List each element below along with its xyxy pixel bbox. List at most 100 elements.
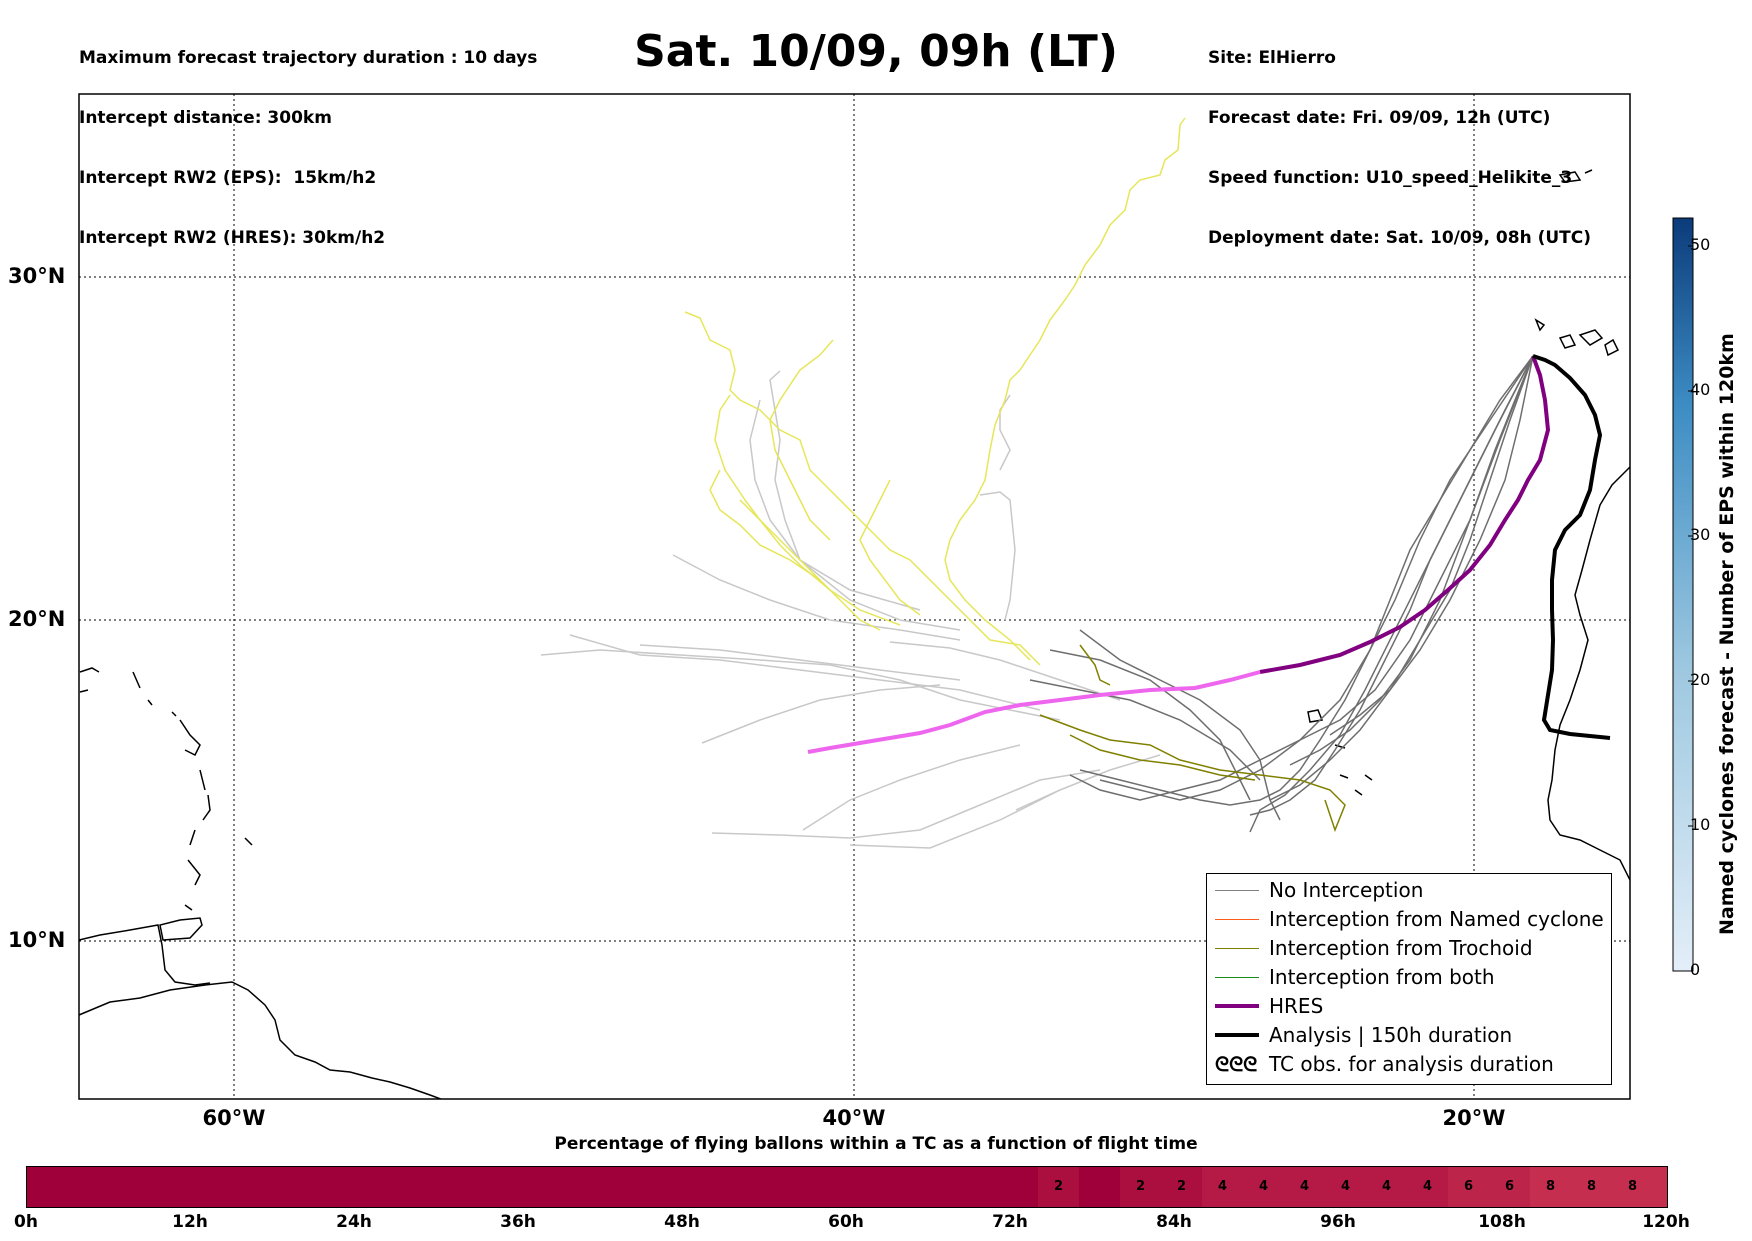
- trajectory: [701, 684, 941, 744]
- header-line: Deployment date: Sat. 10/09, 08h (UTC): [1208, 228, 1592, 248]
- map-title: Sat. 10/09, 09h (LT): [634, 26, 1118, 77]
- colorbar: [1672, 217, 1694, 972]
- header-line: Speed function: U10_speed_Helikite_3: [1208, 168, 1573, 188]
- header-line: Maximum forecast trajectory duration : 1…: [79, 48, 538, 68]
- colorbar-tick-label: 40: [1690, 380, 1711, 399]
- legend-label: Analysis | 150h duration: [1269, 1023, 1513, 1047]
- ratio-cell: 2: [1120, 1167, 1161, 1207]
- trochoid-interception-trajectories: [1039, 644, 1346, 833]
- trajectory: [802, 744, 1021, 831]
- trajectory: [672, 554, 961, 641]
- south-america-coast: [79, 981, 443, 1099]
- legend-label: No Interception: [1269, 878, 1424, 902]
- trajectory: [1079, 355, 1534, 806]
- trajectory: [769, 370, 961, 631]
- analysis-trajectory: [1532, 354, 1611, 740]
- trajectory: [1079, 629, 1281, 821]
- tc-symbol-icon: ᘓᘓᘓ: [1215, 1052, 1258, 1076]
- legend-label: TC obs. for analysis duration: [1269, 1052, 1554, 1076]
- trajectory: [639, 644, 961, 681]
- legend-item-hres: HRES: [1207, 992, 1611, 1021]
- header-line: Intercept distance: 300km: [79, 108, 332, 128]
- header-right: Site: ElHierro Forecast date: Fri. 09/09…: [1208, 8, 1591, 268]
- ratio-cell: 6: [1489, 1167, 1530, 1207]
- header-line: Intercept RW2 (HRES): 30km/h2: [79, 228, 386, 248]
- header-line: Site: ElHierro: [1208, 48, 1336, 68]
- trajectory: [849, 789, 1061, 849]
- ratio-cell: 4: [1284, 1167, 1325, 1207]
- y-axis-label-30n: 30°N: [8, 264, 66, 288]
- ratio-tick-label: 84h: [1156, 1212, 1192, 1232]
- header-left: Maximum forecast trajectory duration : 1…: [79, 8, 537, 268]
- ratio-tick-label: 120h: [1642, 1212, 1690, 1232]
- ratio-cell: 4: [1407, 1167, 1448, 1207]
- trajectory: [1249, 355, 1534, 833]
- trajectory: [714, 394, 881, 631]
- ratio-tick-label: 24h: [336, 1212, 372, 1232]
- trajectory: [709, 469, 821, 581]
- legend-swatch: [1215, 948, 1259, 949]
- trajectory: [1079, 644, 1111, 686]
- ratio-tick-label: 60h: [828, 1212, 864, 1232]
- trajectory: [1069, 734, 1256, 781]
- legend: No Interception Interception from Named …: [1206, 873, 1612, 1085]
- ratio-cell: 6: [1448, 1167, 1489, 1207]
- light-grey-trajectories: [540, 370, 1161, 849]
- dark-grey-trajectories: [1029, 355, 1534, 833]
- ratio-tick-label: 72h: [992, 1212, 1028, 1232]
- colorbar-tick-label: 30: [1690, 525, 1711, 544]
- yellow-trajectories: [684, 117, 1186, 666]
- ratio-tick-label: 96h: [1320, 1212, 1356, 1232]
- trinidad: [159, 917, 203, 941]
- legend-item-tc-obs: ᘓᘓᘓ TC obs. for analysis duration: [1207, 1050, 1611, 1079]
- trajectory: [1039, 714, 1346, 833]
- trajectory: [1029, 679, 1261, 781]
- trajectory: [769, 339, 834, 541]
- canary-islands: [1534, 318, 1620, 357]
- map-frame: [78, 93, 1631, 1100]
- ratio-cell: 8: [1612, 1167, 1653, 1207]
- legend-label: Interception from Trochoid: [1269, 936, 1533, 960]
- ratio-cell: 2: [1038, 1167, 1079, 1207]
- venezuela-coast: [79, 924, 211, 986]
- legend-item-analysis: Analysis | 150h duration: [1207, 1021, 1611, 1050]
- cape-verde-islands: [1307, 709, 1373, 796]
- x-axis-label-20w: 20°W: [1442, 1106, 1506, 1130]
- header-line: Forecast date: Fri. 09/09, 12h (UTC): [1208, 108, 1551, 128]
- ratio-tick-label: 108h: [1478, 1212, 1526, 1232]
- colorbar-label: Named cyclones forecast - Number of EPS …: [1716, 333, 1738, 935]
- ratio-cell: 4: [1325, 1167, 1366, 1207]
- trajectory: [1069, 355, 1534, 801]
- trajectory: [944, 117, 1186, 661]
- legend-item-both: Interception from both: [1207, 963, 1611, 992]
- trajectory: [1329, 355, 1534, 736]
- legend-swatch: [1215, 1033, 1259, 1037]
- trajectory: [1269, 355, 1534, 801]
- trajectory: [1015, 754, 1161, 811]
- legend-item-named-cyclone: Interception from Named cyclone: [1207, 905, 1611, 934]
- ratio-cell: 4: [1243, 1167, 1284, 1207]
- colorbar-tick-label: 20: [1690, 670, 1711, 689]
- colorbar-tick-label: 50: [1690, 235, 1711, 254]
- trajectory: [979, 394, 1016, 621]
- legend-swatch: [1215, 1004, 1259, 1008]
- trajectory: [749, 399, 921, 611]
- ratio-cell: 4: [1366, 1167, 1407, 1207]
- colorbar-tick-label: 10: [1690, 815, 1711, 834]
- trajectory: [684, 311, 1041, 666]
- ratio-cell: [1079, 1167, 1120, 1207]
- ratio-cell: 4: [1202, 1167, 1243, 1207]
- x-axis-label-60w: 60°W: [202, 1106, 266, 1130]
- legend-label: Interception from both: [1269, 965, 1495, 989]
- legend-swatch: [1215, 977, 1259, 978]
- colorbar-ticks: [1688, 245, 1693, 972]
- legend-swatch: [1215, 890, 1259, 891]
- ratio-tick-label: 36h: [500, 1212, 536, 1232]
- trajectory: [1099, 355, 1534, 801]
- cape-verde-west-africa: [1547, 466, 1630, 881]
- madeira: [1558, 169, 1593, 183]
- hres-trajectory-far: [807, 670, 1261, 754]
- ratio-cell: 8: [1571, 1167, 1612, 1207]
- trajectory: [889, 641, 1121, 701]
- y-axis-label-10n: 10°N: [8, 928, 66, 952]
